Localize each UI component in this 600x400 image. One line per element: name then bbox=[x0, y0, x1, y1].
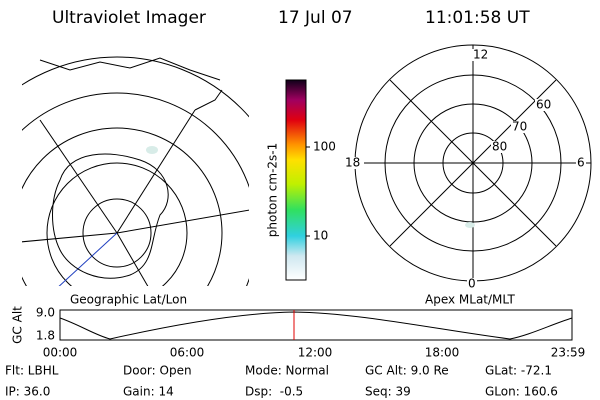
lat-label: 60 bbox=[536, 98, 551, 112]
time-label: 18:00 bbox=[425, 346, 460, 360]
mlt-label: 12 bbox=[473, 48, 488, 62]
panel-caption: Apex MLat/MLT bbox=[425, 293, 515, 307]
time-label: 23:59 bbox=[551, 346, 586, 360]
time: 11:01:58 UT bbox=[425, 8, 530, 28]
lat-label: 80 bbox=[492, 140, 507, 154]
polar-grid bbox=[354, 44, 592, 282]
info-field: Seq: 39 bbox=[365, 385, 411, 399]
timeline-box bbox=[59, 309, 573, 341]
timeline-y-label: 1.8 bbox=[36, 329, 55, 343]
date: 17 Jul 07 bbox=[278, 8, 353, 28]
colorbar-label: photon cm-2s-1 bbox=[266, 143, 280, 238]
colorbar bbox=[285, 79, 307, 281]
info-field: Mode: Normal bbox=[245, 364, 329, 378]
mlt-label: 6 bbox=[577, 156, 585, 170]
info-field: GLon: 160.6 bbox=[485, 385, 558, 399]
colorbar-tick: 10 bbox=[313, 229, 328, 243]
mlt-label: 0 bbox=[468, 277, 476, 291]
geo-map bbox=[22, 56, 249, 286]
info-field: Door: Open bbox=[123, 364, 192, 378]
timeline-y-label: 9.0 bbox=[36, 306, 55, 320]
timeline-axis-label: GC Alt bbox=[11, 306, 25, 344]
title: Ultraviolet Imager bbox=[52, 8, 206, 28]
colorbar-tick: 100 bbox=[313, 140, 336, 154]
info-field: Gain: 14 bbox=[123, 385, 174, 399]
time-label: 00:00 bbox=[43, 346, 78, 360]
info-field: GLat: -72.1 bbox=[485, 364, 552, 378]
info-field: IP: 36.0 bbox=[5, 385, 50, 399]
lat-label: 70 bbox=[512, 120, 527, 134]
info-field: Flt: LBHL bbox=[5, 364, 59, 378]
panel-caption: Geographic Lat/Lon bbox=[70, 293, 187, 307]
mlt-label: 18 bbox=[345, 156, 360, 170]
info-panel: Flt: LBHL Door: Open Mode: Normal GC Alt: 9… bbox=[5, 364, 558, 399]
time-label: 06:00 bbox=[170, 346, 205, 360]
info-field: Dsp: -0.5 bbox=[245, 385, 303, 399]
time-label: 12:00 bbox=[298, 346, 333, 360]
info-field: GC Alt: 9.0 Re bbox=[365, 364, 449, 378]
